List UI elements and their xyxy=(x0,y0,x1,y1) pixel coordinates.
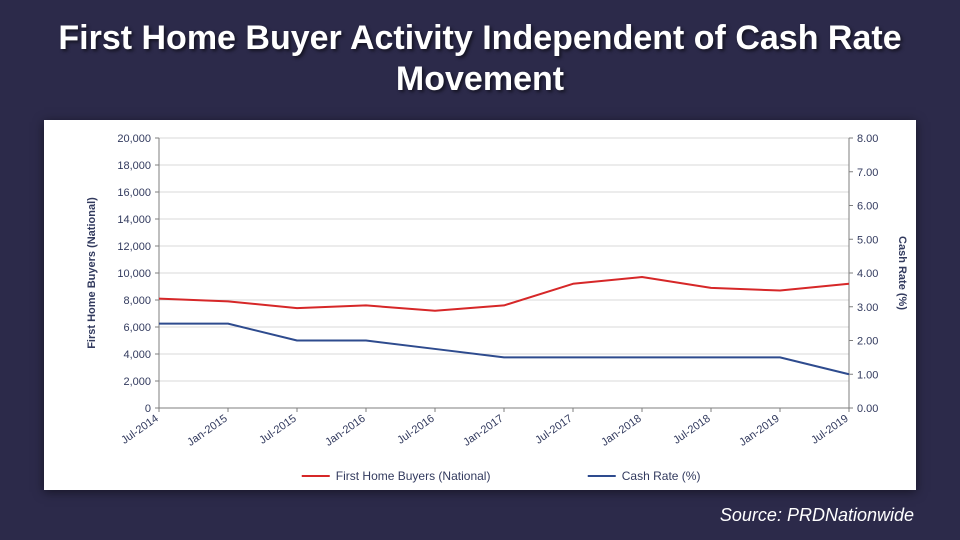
svg-text:5.00: 5.00 xyxy=(857,234,878,246)
svg-text:4,000: 4,000 xyxy=(123,349,151,361)
svg-text:Jul-2017: Jul-2017 xyxy=(533,413,574,447)
svg-text:Jan-2019: Jan-2019 xyxy=(737,413,781,449)
svg-text:Jul-2015: Jul-2015 xyxy=(257,413,298,447)
svg-text:8,000: 8,000 xyxy=(123,295,151,307)
svg-text:First Home Buyers (National): First Home Buyers (National) xyxy=(336,469,491,483)
svg-text:First Home Buyers (National): First Home Buyers (National) xyxy=(86,197,98,349)
svg-text:10,000: 10,000 xyxy=(117,268,151,280)
svg-text:8.00: 8.00 xyxy=(857,133,878,145)
svg-text:3.00: 3.00 xyxy=(857,302,878,314)
svg-text:Jan-2016: Jan-2016 xyxy=(323,413,367,449)
svg-text:14,000: 14,000 xyxy=(117,214,151,226)
svg-text:Cash Rate (%): Cash Rate (%) xyxy=(896,236,908,310)
svg-text:18,000: 18,000 xyxy=(117,160,151,172)
svg-text:0: 0 xyxy=(145,403,151,415)
dual-axis-line-chart: 0 2,000 4,000 6,000 8,000 10,000 12,000 14,000 1… xyxy=(44,120,916,490)
svg-text:0.00: 0.00 xyxy=(857,403,878,415)
svg-text:Cash Rate (%): Cash Rate (%) xyxy=(622,469,701,483)
svg-text:Jul-2019: Jul-2019 xyxy=(809,413,850,447)
svg-text:Jan-2015: Jan-2015 xyxy=(185,413,229,449)
source-label: Source: PRDNationwide xyxy=(720,505,914,526)
svg-text:7.00: 7.00 xyxy=(857,167,878,179)
svg-text:6.00: 6.00 xyxy=(857,201,878,213)
svg-text:Jul-2014: Jul-2014 xyxy=(119,413,160,447)
svg-text:6,000: 6,000 xyxy=(123,322,151,334)
slide-title: First Home Buyer Activity Independent of… xyxy=(40,18,920,100)
svg-text:Jul-2018: Jul-2018 xyxy=(671,413,712,447)
svg-text:1.00: 1.00 xyxy=(857,369,878,381)
svg-text:4.00: 4.00 xyxy=(857,268,878,280)
chart-card: 0 2,000 4,000 6,000 8,000 10,000 12,000 14,000 1… xyxy=(44,120,916,490)
svg-text:16,000: 16,000 xyxy=(117,187,151,199)
svg-text:Jul-2016: Jul-2016 xyxy=(395,413,436,447)
svg-text:12,000: 12,000 xyxy=(117,241,151,253)
svg-text:Jan-2018: Jan-2018 xyxy=(599,413,643,449)
title-wrap: First Home Buyer Activity Independent of… xyxy=(0,0,960,100)
svg-text:2.00: 2.00 xyxy=(857,336,878,348)
svg-text:2,000: 2,000 xyxy=(123,376,151,388)
svg-text:20,000: 20,000 xyxy=(117,133,151,145)
slide: First Home Buyer Activity Independent of… xyxy=(0,0,960,540)
svg-text:Jan-2017: Jan-2017 xyxy=(461,413,505,449)
